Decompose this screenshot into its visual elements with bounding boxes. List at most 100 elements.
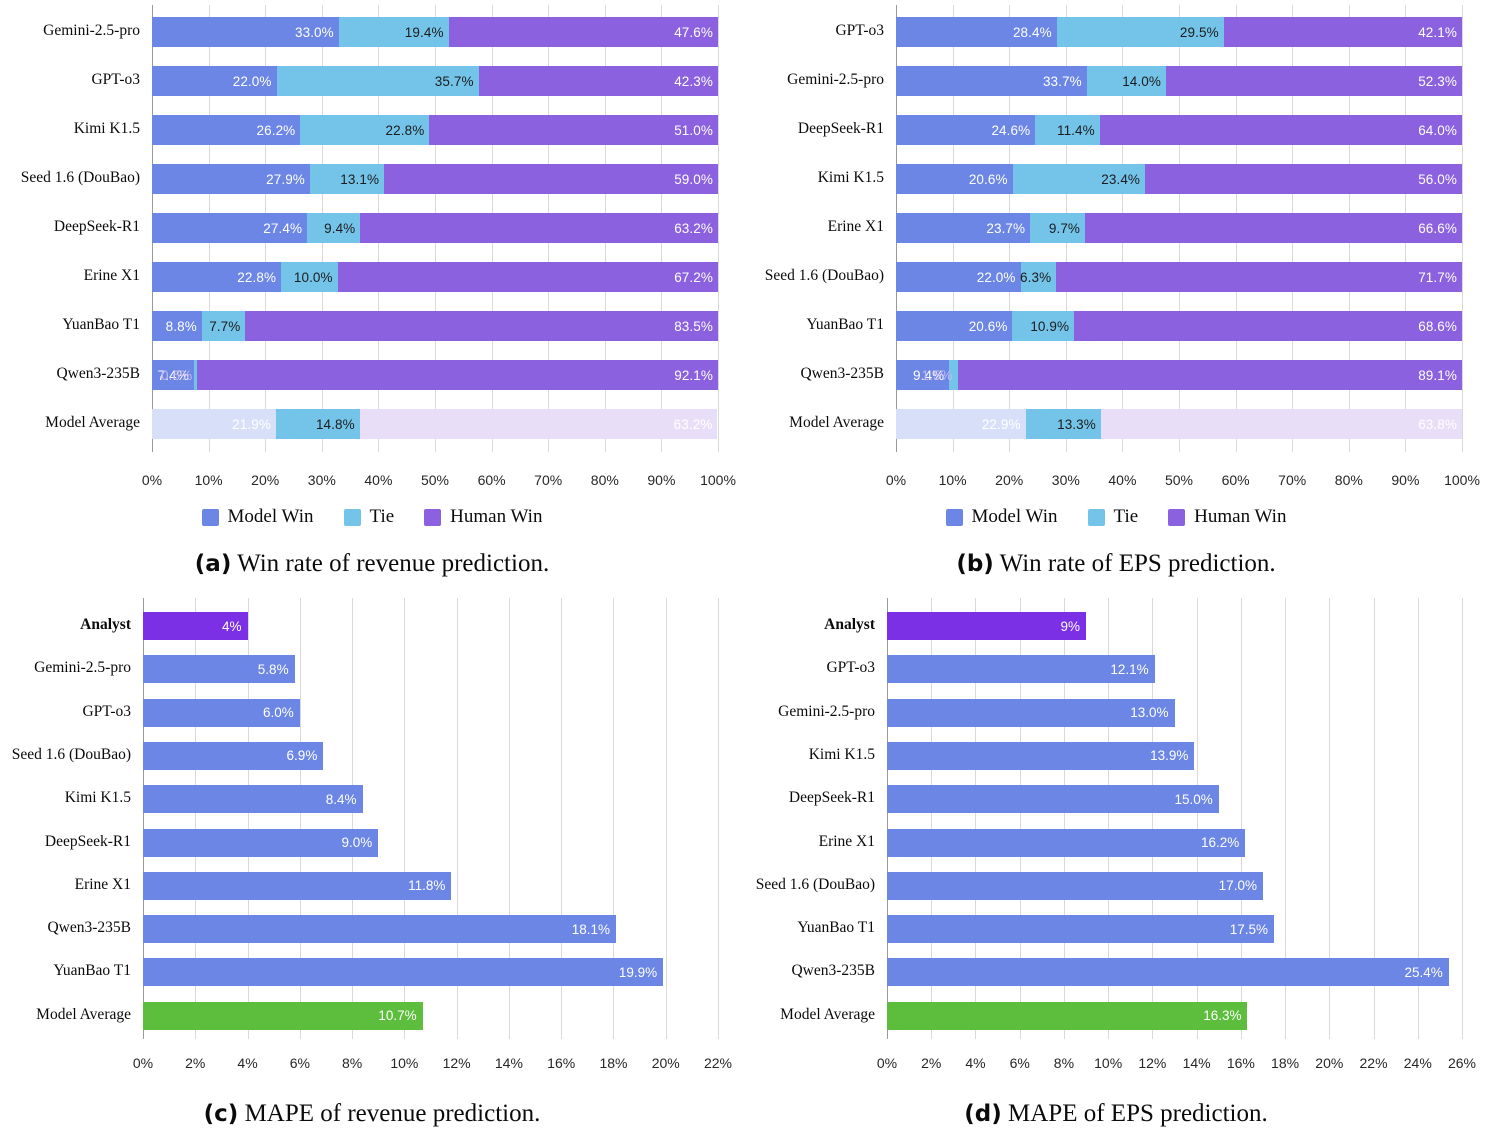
- gridline: [718, 598, 719, 1039]
- bar-value-label: 13.1%: [340, 171, 380, 187]
- table-row: 22.9% 13.3% 63.8%: [896, 409, 1462, 439]
- category-label: Qwen3-235B: [791, 962, 875, 980]
- bar-value-label: 67.2%: [674, 269, 713, 285]
- bar-segment-human-win: 89.1%: [957, 360, 1462, 390]
- x-axis-tick: 0%: [141, 472, 163, 488]
- bar-value-label: 83.5%: [674, 318, 713, 334]
- bar-value-label: 19.9%: [618, 964, 658, 980]
- bar-value-label: 89.1%: [1418, 367, 1457, 383]
- bar-value-label: 66.6%: [1418, 220, 1457, 236]
- panel-b-win-rate-eps: GPT-o3 28.4% 29.5% 42.1% Gemini-2.5-pro 33.7%…: [744, 0, 1488, 590]
- x-axis-tick: 30%: [1051, 472, 1080, 488]
- category-label: YuanBao T1: [62, 316, 140, 333]
- bar-segment-model-win: 33.7%: [896, 66, 1087, 96]
- legend-swatch-icon: [201, 508, 219, 526]
- legend-label: Tie: [1113, 506, 1139, 527]
- legend-swatch-icon: [945, 508, 963, 526]
- x-axis-tick: 30%: [307, 472, 336, 488]
- bar-value-label: 42.1%: [1418, 24, 1457, 40]
- bar-segment-human-win: 68.6%: [1074, 311, 1462, 341]
- x-axis-tick: 24%: [1403, 1055, 1432, 1071]
- x-axis-tick: 22%: [703, 1055, 733, 1071]
- category-label: Kimi K1.5: [817, 169, 884, 186]
- bar-segment-human-win: 59.0%: [384, 164, 718, 194]
- x-axis: 0% 10% 20% 30% 40% 50% 60% 70% 80% 90% 100%: [0, 472, 744, 498]
- chart-a: Gemini-2.5-pro 33.0% 19.4% 47.6% GPT-o3 22.0%…: [0, 0, 744, 500]
- x-axis-tick: 10%: [938, 472, 967, 488]
- bar-value-label: 63.8%: [1418, 416, 1457, 432]
- bar-value-label: 22.8%: [237, 269, 277, 285]
- caption-a-text: Win rate of revenue prediction.: [237, 550, 550, 577]
- category-label: Erine X1: [827, 218, 884, 235]
- bar-value-label: 22.9%: [981, 416, 1021, 432]
- bar-value-label: 16.2%: [1200, 835, 1240, 850]
- bar-segment-tie: 1.5%: [922, 360, 958, 390]
- bar: 16.3%: [887, 1001, 1248, 1030]
- bar: 18.1%: [143, 915, 617, 944]
- bar-value-label: 0.6%: [161, 367, 193, 383]
- category-label: Seed 1.6 (DouBao): [764, 267, 884, 284]
- bar-value-label: 71.7%: [1418, 269, 1457, 285]
- category-label: Gemini-2.5-pro: [34, 659, 131, 677]
- bar-segment-human-win: 56.0%: [1145, 164, 1462, 194]
- category-label: Gemini-2.5-pro: [43, 22, 140, 39]
- caption-c-text: MAPE of revenue prediction.: [244, 1100, 541, 1127]
- x-axis-tick: 10%: [390, 1055, 419, 1071]
- bar: 13.0%: [887, 698, 1175, 727]
- category-label: Erine X1: [74, 875, 131, 893]
- x-axis-tick: 16%: [547, 1055, 576, 1071]
- bar-value-label: 64.0%: [1418, 122, 1457, 138]
- bar-value-label: 9.4%: [913, 367, 945, 383]
- bar-value-label: 27.9%: [266, 171, 305, 187]
- bar-value-label: 47.6%: [674, 24, 713, 40]
- gridline: [718, 5, 719, 452]
- caption-d-tag: (d): [964, 1101, 1002, 1127]
- legend-swatch-icon: [343, 508, 361, 526]
- bar-segment-model-win: 33.0%: [152, 17, 339, 47]
- table-row: 24.6% 11.4% 64.0%: [896, 115, 1462, 145]
- bar-value-label: 52.3%: [1418, 73, 1457, 89]
- gridline: [1462, 5, 1463, 452]
- caption-a-tag: (a): [194, 551, 232, 577]
- table-row: 20.6% 10.9% 68.6%: [896, 311, 1462, 341]
- bar-segment-model-win: 20.6%: [896, 164, 1013, 194]
- x-axis-tick: 20%: [995, 472, 1024, 488]
- bar-value-label: 16.3%: [1203, 1008, 1242, 1024]
- bar-segment-model-win: 21.9%: [152, 409, 276, 439]
- x-axis-tick: 4%: [237, 1055, 258, 1071]
- x-axis-tick: 20%: [1315, 1055, 1344, 1071]
- bar-segment-tie: 23.4%: [1012, 164, 1146, 194]
- legend-label: Human Win: [1194, 506, 1287, 527]
- x-axis-tick: 50%: [1164, 472, 1194, 488]
- bar-segment-human-win: 66.6%: [1085, 213, 1462, 243]
- legend-item-tie: Tie: [1087, 506, 1139, 528]
- bar: 5.8%: [143, 655, 295, 684]
- legend-label: Model Win: [971, 506, 1058, 527]
- x-axis-tick: 0%: [132, 1055, 154, 1071]
- bar-value-label: 5.8%: [257, 661, 289, 677]
- bar-value-label: 21.9%: [232, 416, 271, 432]
- bar-value-label: 13.9%: [1150, 748, 1189, 764]
- legend-item-human-win: Human Win: [1168, 506, 1286, 528]
- bar-segment-tie: 22.8%: [300, 115, 430, 145]
- x-axis-tick: 18%: [599, 1055, 628, 1071]
- bar-segment-model-win: 28.4%: [896, 17, 1057, 47]
- bar-segment-model-win: 27.4%: [152, 213, 308, 243]
- legend-item-model-win: Model Win: [945, 506, 1058, 528]
- x-axis-tick: 60%: [1221, 472, 1250, 488]
- bar-value-label: 15.0%: [1174, 791, 1213, 807]
- bar: 10.7%: [143, 1001, 423, 1030]
- category-label: Model Average: [780, 1005, 875, 1023]
- bar-value-label: 33.0%: [294, 24, 334, 40]
- x-axis: 0% 2% 4% 6% 8% 10% 12% 14% 16% 18% 20% 22%: [0, 1055, 744, 1081]
- bar-value-label: 10.0%: [293, 269, 333, 285]
- table-row: 22.0% 6.3% 71.7%: [896, 262, 1462, 292]
- x-axis-tick: 50%: [420, 472, 450, 488]
- bar-segment-model-win: 7.4%: [152, 360, 194, 390]
- caption-c-tag: (c): [203, 1101, 239, 1127]
- x-axis-tick: 10%: [194, 472, 223, 488]
- bar: 16.2%: [887, 828, 1246, 857]
- gridline: [1462, 598, 1463, 1039]
- bar-segment-model-win: 22.9%: [896, 409, 1026, 439]
- bar-segment-tie: 14.0%: [1086, 66, 1166, 96]
